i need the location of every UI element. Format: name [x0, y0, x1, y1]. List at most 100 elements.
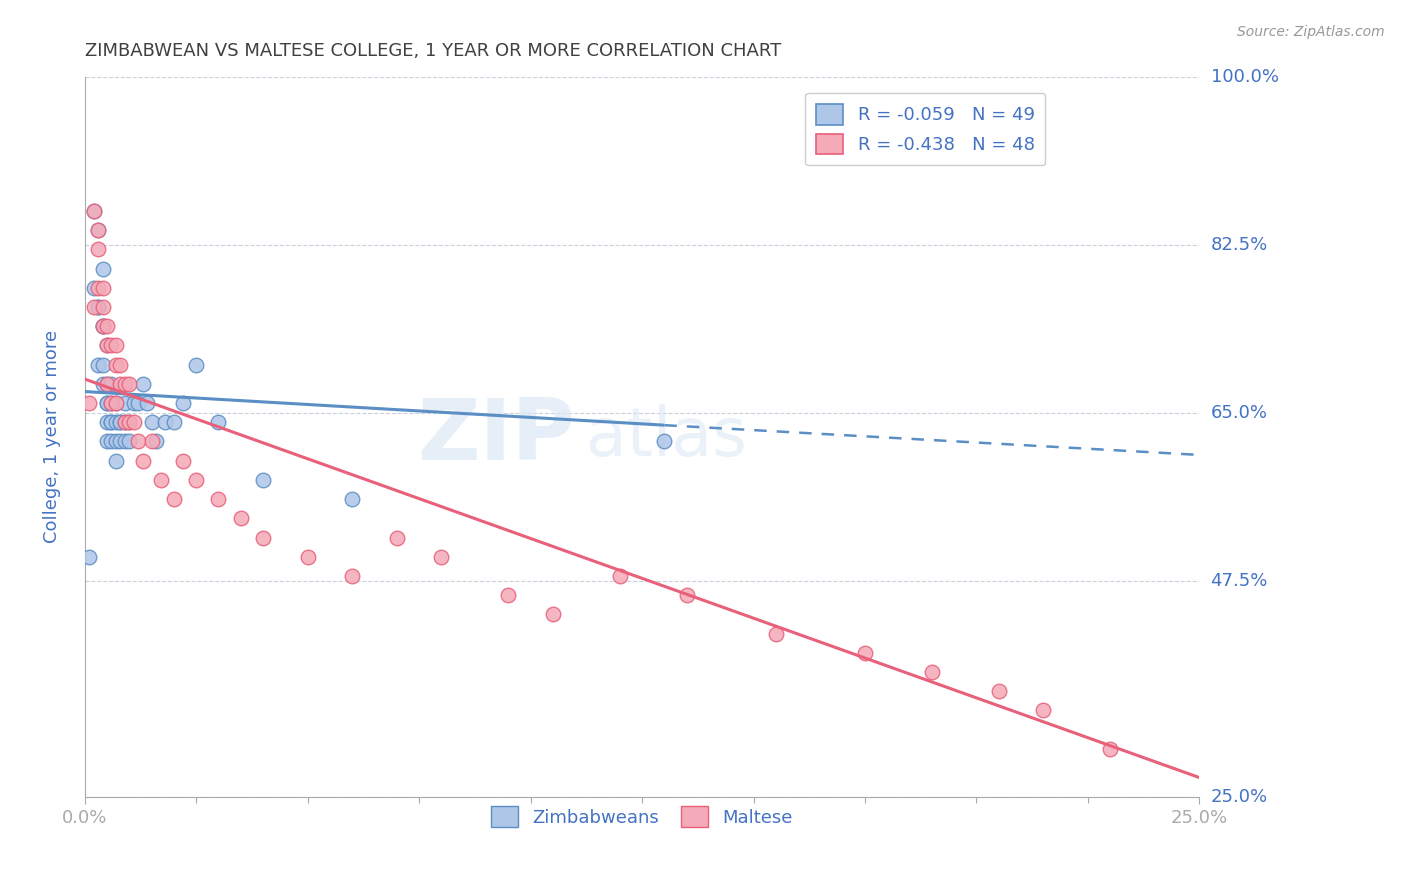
- Text: 25.0%: 25.0%: [1211, 788, 1268, 805]
- Point: [110, 415, 132, 429]
- Point: [83, 204, 105, 219]
- Point: [87, 300, 110, 314]
- Point: [96, 319, 118, 334]
- Point: [100, 415, 122, 429]
- Point: [91, 319, 114, 334]
- Text: Source: ZipAtlas.com: Source: ZipAtlas.com: [1237, 25, 1385, 39]
- Text: 65.0%: 65.0%: [1211, 404, 1268, 422]
- Y-axis label: College, 1 year or more: College, 1 year or more: [44, 330, 60, 543]
- Point: [77, 549, 100, 564]
- Point: [96, 338, 118, 352]
- Point: [853, 646, 876, 660]
- Point: [118, 434, 141, 449]
- Point: [131, 453, 153, 467]
- Text: 82.5%: 82.5%: [1211, 235, 1268, 253]
- Point: [118, 415, 141, 429]
- Point: [186, 473, 208, 487]
- Point: [207, 415, 229, 429]
- Point: [114, 376, 136, 391]
- Point: [153, 415, 176, 429]
- Point: [100, 415, 122, 429]
- Point: [172, 396, 194, 410]
- Point: [163, 415, 186, 429]
- Point: [87, 281, 110, 295]
- Point: [127, 396, 149, 410]
- Point: [96, 376, 118, 391]
- Point: [114, 415, 136, 429]
- Point: [104, 338, 127, 352]
- Point: [91, 376, 114, 391]
- Text: ZIP: ZIP: [418, 395, 575, 478]
- Point: [118, 376, 141, 391]
- Point: [100, 396, 122, 410]
- Point: [122, 415, 145, 429]
- Point: [1099, 741, 1122, 756]
- Point: [430, 549, 453, 564]
- Point: [77, 396, 100, 410]
- Point: [87, 223, 110, 237]
- Point: [96, 396, 118, 410]
- Point: [104, 358, 127, 372]
- Point: [91, 261, 114, 276]
- Point: [141, 434, 163, 449]
- Point: [110, 415, 132, 429]
- Point: [675, 588, 697, 602]
- Point: [207, 492, 229, 507]
- Point: [91, 358, 114, 372]
- Point: [87, 223, 110, 237]
- Point: [114, 434, 136, 449]
- Point: [149, 473, 172, 487]
- Legend: Zimbabweans, Maltese: Zimbabweans, Maltese: [484, 799, 800, 835]
- Point: [83, 300, 105, 314]
- Point: [229, 511, 252, 525]
- Point: [91, 281, 114, 295]
- Point: [297, 549, 319, 564]
- Point: [96, 376, 118, 391]
- Point: [921, 665, 943, 679]
- Point: [100, 376, 122, 391]
- Point: [96, 434, 118, 449]
- Point: [145, 434, 167, 449]
- Point: [96, 396, 118, 410]
- Point: [131, 376, 153, 391]
- Point: [114, 396, 136, 410]
- Point: [765, 626, 787, 640]
- Point: [127, 434, 149, 449]
- Point: [104, 453, 127, 467]
- Point: [110, 358, 132, 372]
- Point: [96, 415, 118, 429]
- Point: [91, 319, 114, 334]
- Point: [104, 396, 127, 410]
- Point: [122, 396, 145, 410]
- Point: [172, 453, 194, 467]
- Point: [987, 684, 1010, 698]
- Point: [342, 569, 364, 583]
- Point: [87, 358, 110, 372]
- Point: [498, 588, 520, 602]
- Text: atlas: atlas: [586, 404, 747, 470]
- Point: [1032, 703, 1054, 717]
- Point: [186, 358, 208, 372]
- Point: [100, 396, 122, 410]
- Point: [252, 473, 274, 487]
- Point: [83, 281, 105, 295]
- Point: [114, 415, 136, 429]
- Point: [118, 415, 141, 429]
- Text: ZIMBABWEAN VS MALTESE COLLEGE, 1 YEAR OR MORE CORRELATION CHART: ZIMBABWEAN VS MALTESE COLLEGE, 1 YEAR OR…: [84, 42, 780, 60]
- Point: [110, 434, 132, 449]
- Point: [385, 531, 408, 545]
- Point: [104, 415, 127, 429]
- Point: [100, 434, 122, 449]
- Point: [110, 376, 132, 391]
- Text: 47.5%: 47.5%: [1211, 572, 1268, 590]
- Point: [609, 569, 631, 583]
- Point: [91, 300, 114, 314]
- Point: [83, 204, 105, 219]
- Point: [100, 338, 122, 352]
- Point: [91, 319, 114, 334]
- Point: [541, 607, 564, 622]
- Point: [136, 396, 159, 410]
- Point: [104, 396, 127, 410]
- Point: [87, 300, 110, 314]
- Text: 100.0%: 100.0%: [1211, 68, 1278, 86]
